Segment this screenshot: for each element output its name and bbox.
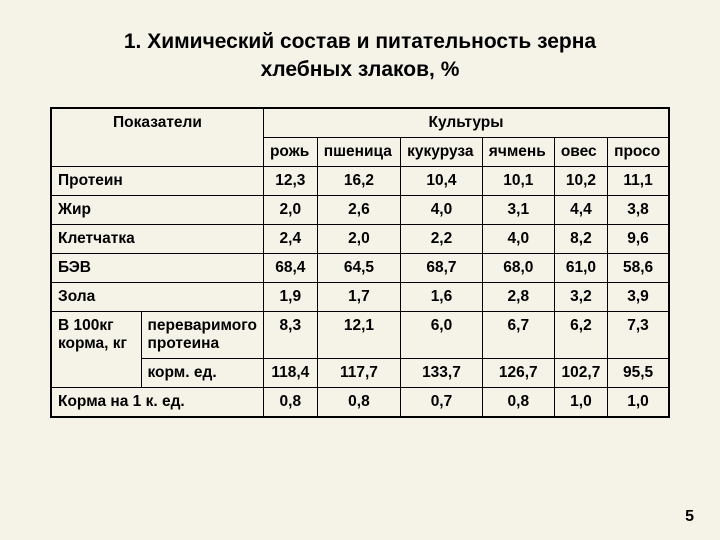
cell: 10,4: [401, 166, 483, 195]
cell: 1,9: [263, 282, 317, 311]
cell: 61,0: [554, 253, 607, 282]
slide-title: 1. Химический состав и питательность зер…: [50, 28, 670, 85]
cell: 68,4: [263, 253, 317, 282]
cell: 0,8: [317, 387, 400, 417]
cell: 9,6: [608, 224, 669, 253]
cell: 102,7: [554, 358, 607, 387]
cell: 6,0: [401, 311, 483, 358]
row-sub-label: корм. ед.: [141, 358, 263, 387]
header-col4: ячмень: [482, 137, 554, 166]
row-sub-label: переваримого протеина: [141, 311, 263, 358]
table-row: Зола 1,9 1,7 1,6 2,8 3,2 3,9: [51, 282, 669, 311]
cell: 118,4: [263, 358, 317, 387]
table-row: Протеин 12,3 16,2 10,4 10,1 10,2 11,1: [51, 166, 669, 195]
cell: 2,0: [317, 224, 400, 253]
cell: 2,4: [263, 224, 317, 253]
table-row: Жир 2,0 2,6 4,0 3,1 4,4 3,8: [51, 195, 669, 224]
header-indicator: Показатели: [51, 108, 263, 167]
row-label-merged: В 100кг корма, кг: [51, 311, 141, 387]
cell: 6,2: [554, 311, 607, 358]
cell: 1,0: [608, 387, 669, 417]
header-col3: кукуруза: [401, 137, 483, 166]
row-label: Протеин: [51, 166, 263, 195]
cell: 95,5: [608, 358, 669, 387]
cell: 2,8: [482, 282, 554, 311]
table-row: Клетчатка 2,4 2,0 2,2 4,0 8,2 9,6: [51, 224, 669, 253]
cell: 3,8: [608, 195, 669, 224]
cell: 126,7: [482, 358, 554, 387]
cell: 2,0: [263, 195, 317, 224]
page-number: 5: [685, 508, 694, 526]
row-label: Зола: [51, 282, 263, 311]
cell: 11,1: [608, 166, 669, 195]
row-label: Корма на 1 к. ед.: [51, 387, 263, 417]
cell: 8,3: [263, 311, 317, 358]
cell: 117,7: [317, 358, 400, 387]
cell: 68,7: [401, 253, 483, 282]
header-col5: овес: [554, 137, 607, 166]
cell: 10,1: [482, 166, 554, 195]
cell: 12,3: [263, 166, 317, 195]
cell: 68,0: [482, 253, 554, 282]
title-line1: 1. Химический состав и питательность зер…: [124, 30, 596, 53]
cell: 0,8: [482, 387, 554, 417]
cell: 133,7: [401, 358, 483, 387]
cell: 12,1: [317, 311, 400, 358]
cell: 4,0: [401, 195, 483, 224]
cell: 3,9: [608, 282, 669, 311]
cell: 64,5: [317, 253, 400, 282]
cell: 2,2: [401, 224, 483, 253]
header-col2: пшеница: [317, 137, 400, 166]
cell: 0,7: [401, 387, 483, 417]
row-label: БЭВ: [51, 253, 263, 282]
cell: 7,3: [608, 311, 669, 358]
cell: 2,6: [317, 195, 400, 224]
row-label: Жир: [51, 195, 263, 224]
cell: 8,2: [554, 224, 607, 253]
table-row: Корма на 1 к. ед. 0,8 0,8 0,7 0,8 1,0 1,…: [51, 387, 669, 417]
row-label: Клетчатка: [51, 224, 263, 253]
cell: 6,7: [482, 311, 554, 358]
cell: 16,2: [317, 166, 400, 195]
cell: 0,8: [263, 387, 317, 417]
header-col1: рожь: [263, 137, 317, 166]
header-crops: Культуры: [263, 108, 669, 138]
cell: 3,2: [554, 282, 607, 311]
data-table: Показатели Культуры рожь пшеница кукуруз…: [50, 107, 670, 418]
cell: 58,6: [608, 253, 669, 282]
header-col6: просо: [608, 137, 669, 166]
cell: 1,6: [401, 282, 483, 311]
cell: 10,2: [554, 166, 607, 195]
table-row: корм. ед. 118,4 117,7 133,7 126,7 102,7 …: [51, 358, 669, 387]
cell: 1,7: [317, 282, 400, 311]
cell: 1,0: [554, 387, 607, 417]
cell: 3,1: [482, 195, 554, 224]
table-row: БЭВ 68,4 64,5 68,7 68,0 61,0 58,6: [51, 253, 669, 282]
title-line2: хлебных злаков, %: [261, 58, 460, 81]
cell: 4,4: [554, 195, 607, 224]
table-row: В 100кг корма, кг переваримого протеина …: [51, 311, 669, 358]
cell: 4,0: [482, 224, 554, 253]
